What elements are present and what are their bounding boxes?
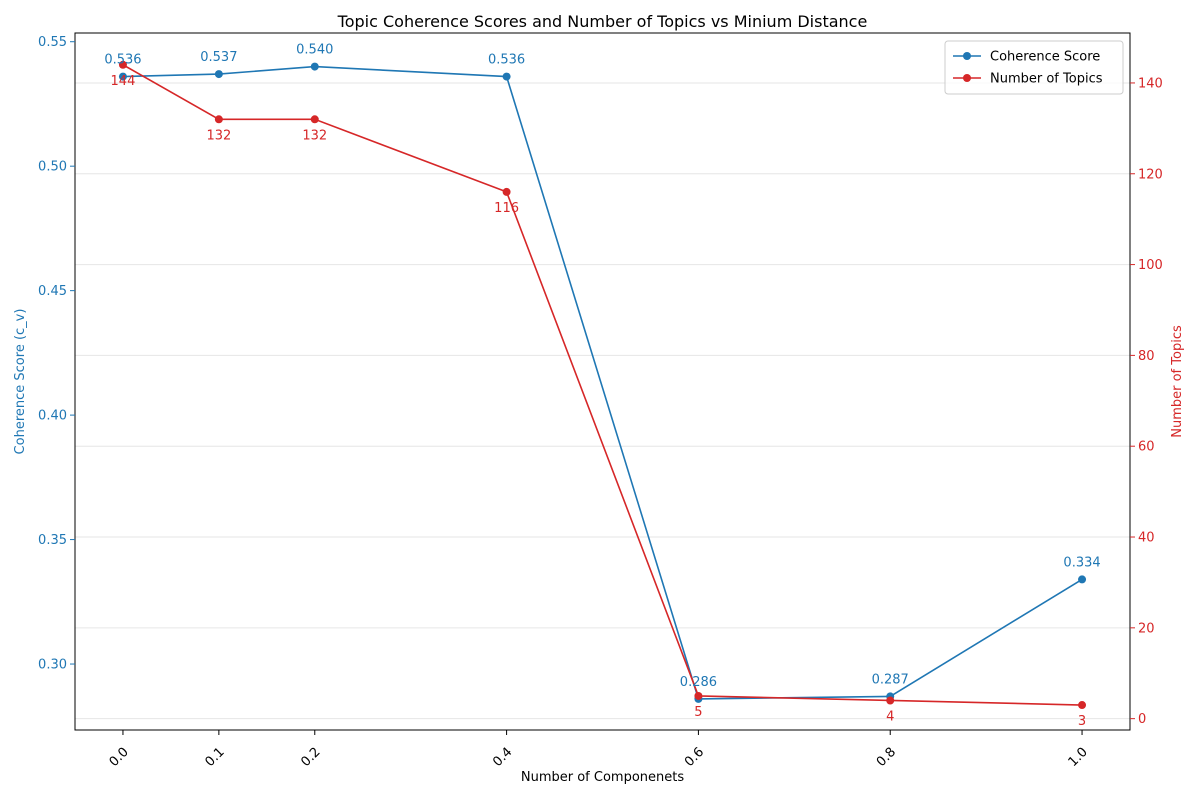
number-of-topics-data-label: 144 — [111, 74, 136, 89]
number-of-topics-point — [694, 691, 703, 700]
left-y-tick-label: 0.30 — [38, 658, 67, 673]
left-y-tick-label: 0.45 — [38, 284, 67, 299]
right-y-tick-label: 60 — [1138, 440, 1155, 455]
number-of-topics-data-label: 3 — [1078, 714, 1086, 729]
number-of-topics-point — [118, 60, 127, 69]
legend-marker-coherence — [963, 52, 971, 60]
left-y-tick-label: 0.50 — [38, 160, 67, 175]
legend-label-topics: Number of Topics — [990, 72, 1103, 87]
number-of-topics-point — [886, 696, 895, 705]
chart-title: Topic Coherence Scores and Number of Top… — [337, 12, 868, 31]
x-axis-label: Number of Componenets — [521, 770, 684, 785]
right-y-tick-label: 40 — [1138, 531, 1155, 546]
plot-frame — [74, 32, 1131, 731]
coherence-score-point — [214, 70, 223, 79]
coherence-score-data-label: 0.540 — [296, 43, 333, 58]
left-y-tick-label: 0.35 — [38, 533, 67, 548]
number-of-topics-data-label: 5 — [694, 705, 702, 720]
number-of-topics-data-label: 116 — [494, 201, 519, 216]
left-y-tick-label: 0.40 — [38, 409, 67, 424]
right-y-tick-label: 120 — [1138, 167, 1163, 182]
legend-box — [944, 40, 1124, 95]
coherence-score-data-label: 0.334 — [1063, 555, 1100, 570]
coherence-score-data-label: 0.536 — [488, 53, 525, 68]
number-of-topics-data-label: 132 — [206, 128, 231, 143]
grid — [75, 82, 1130, 720]
coherence-score-data-label: 0.536 — [104, 53, 141, 68]
number-of-topics-point — [1078, 701, 1087, 710]
coherence-score-point — [118, 72, 127, 81]
right-y-tick-label: 80 — [1138, 349, 1155, 364]
right-y-tick-label: 20 — [1138, 621, 1155, 636]
series — [118, 60, 1087, 710]
coherence-score-point — [502, 72, 511, 81]
coherence-score-data-label: 0.537 — [200, 50, 237, 65]
right-y-tick-label: 100 — [1138, 258, 1163, 273]
number-of-topics-data-label: 132 — [302, 128, 327, 143]
coherence-score-point — [310, 62, 319, 71]
legend-marker-topics — [963, 74, 971, 82]
legend-label-coherence: Coherence Score — [990, 50, 1100, 65]
number-of-topics-point — [214, 115, 223, 124]
data-labels: 0.536 0.537 0.540 0.536 0.286 0.287 0.334 144 13… — [104, 43, 1100, 729]
coherence-score-data-label: 0.286 — [680, 675, 717, 690]
number-of-topics-data-label: 4 — [886, 709, 894, 724]
number-of-topics-point — [502, 187, 511, 196]
number-of-topics-point — [310, 115, 319, 124]
left-y-tick-label: 0.55 — [38, 35, 67, 50]
right-y-tick-label: 0 — [1138, 712, 1146, 727]
coherence-score-point — [1078, 575, 1087, 584]
left-y-axis-label: Coherence Score (c_v) — [13, 309, 28, 455]
right-y-tick-label: 140 — [1138, 76, 1163, 91]
coherence-score-data-label: 0.287 — [872, 672, 909, 687]
legend: Coherence Score Number of Topics — [944, 40, 1124, 95]
right-y-axis-label: Number of Topics — [1170, 325, 1185, 438]
